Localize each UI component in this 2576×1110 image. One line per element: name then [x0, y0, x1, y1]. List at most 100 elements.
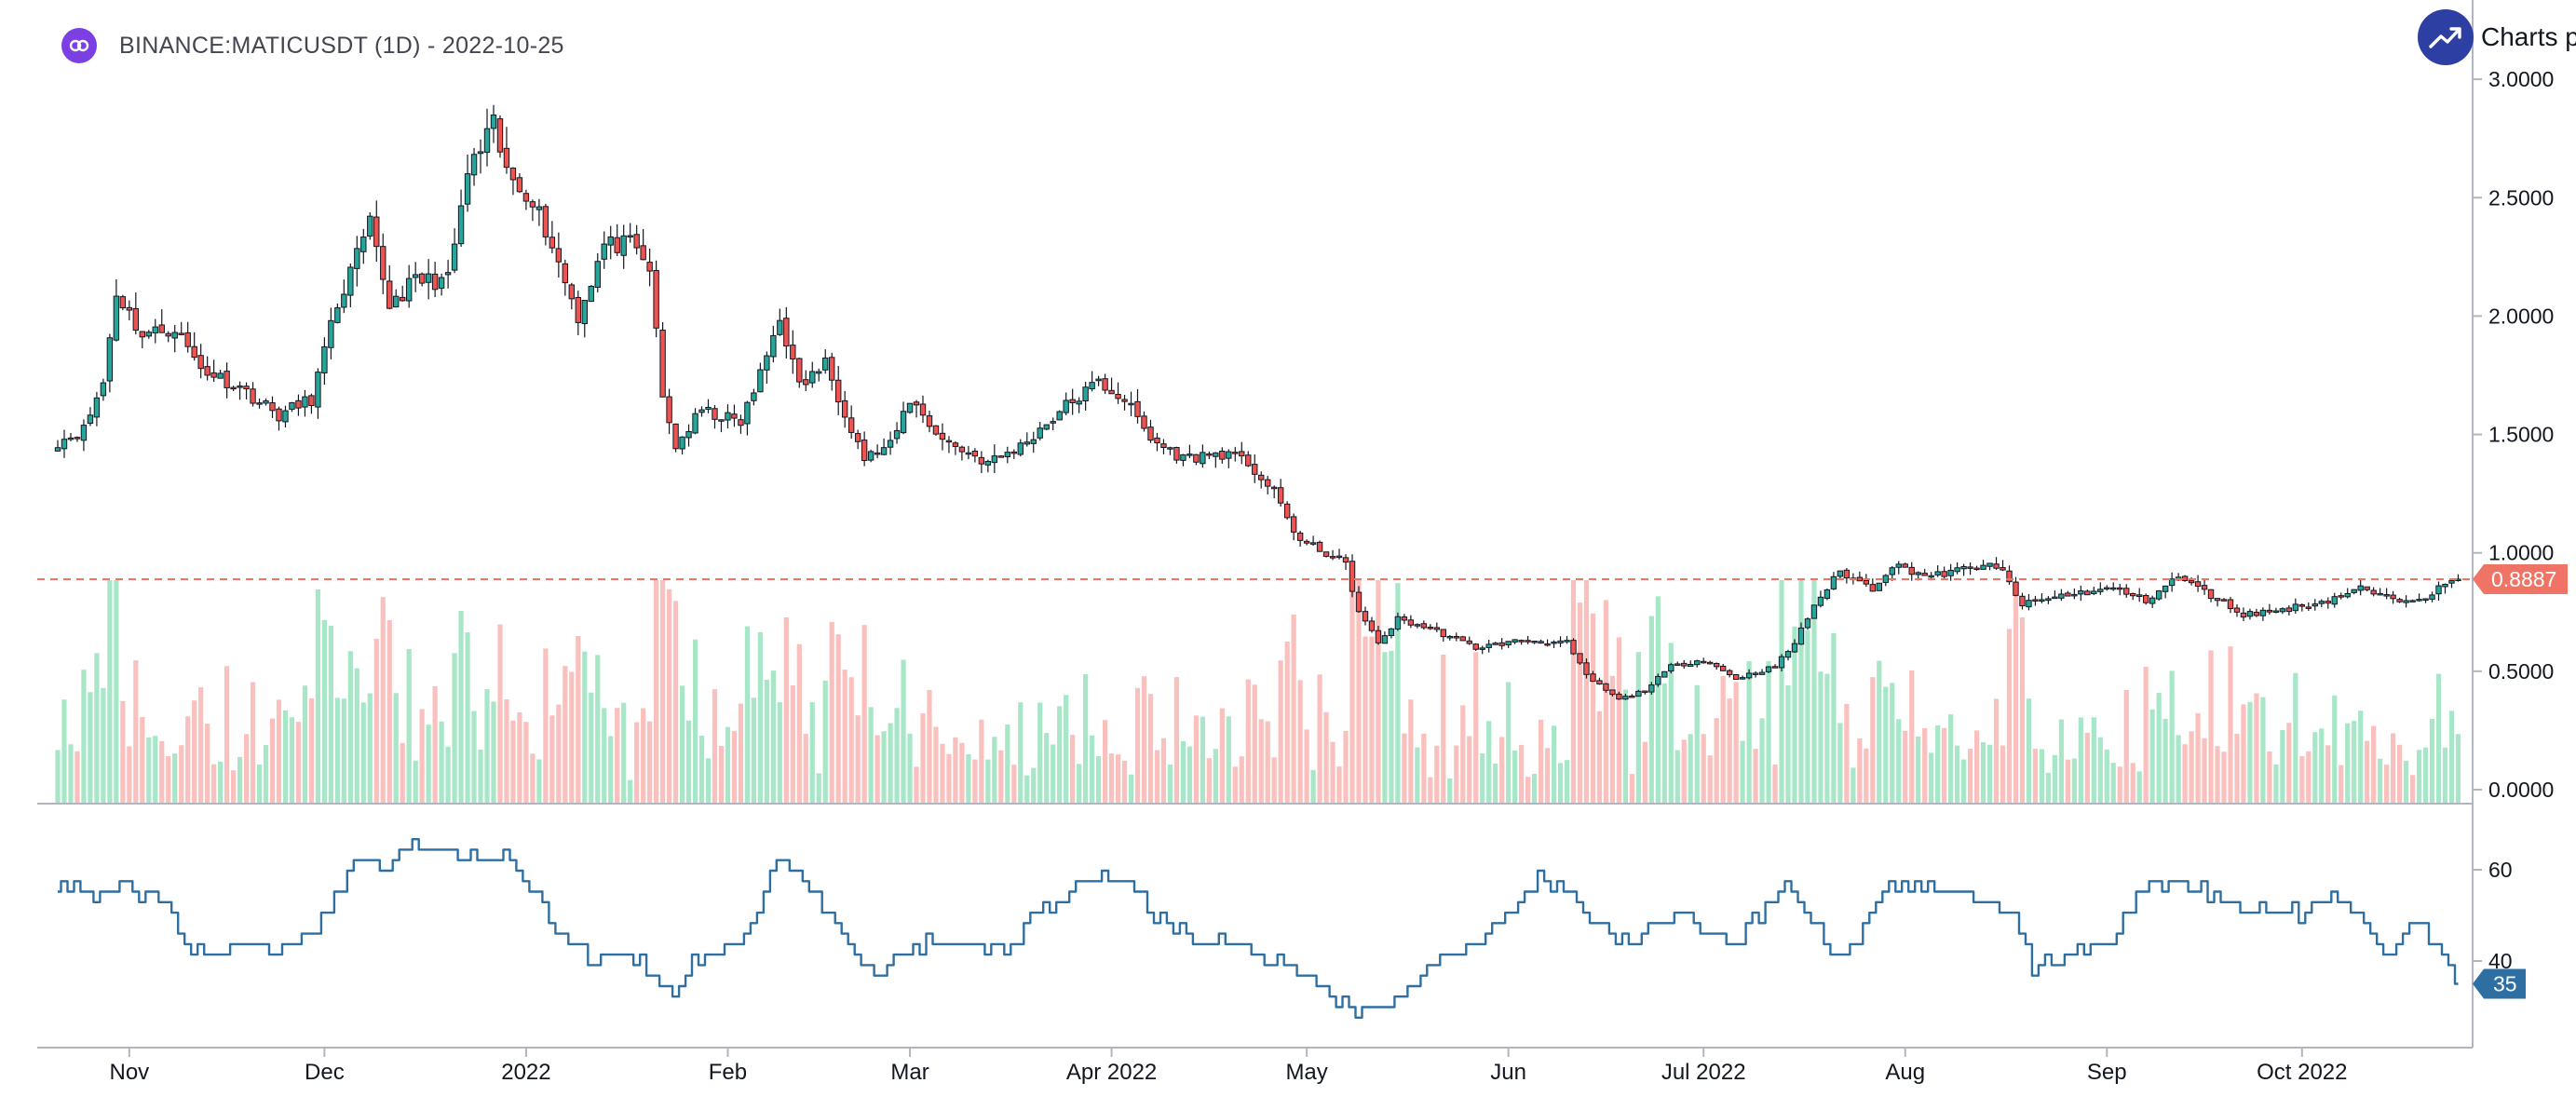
volume-bar	[1389, 650, 1394, 804]
volume-bar	[2254, 693, 2259, 804]
candle	[568, 282, 576, 310]
candle	[1115, 382, 1121, 404]
volume-bar	[2247, 701, 2253, 804]
candle	[522, 189, 530, 210]
volume-bar	[1160, 738, 1167, 804]
volume-bar	[517, 712, 522, 804]
volume-bar	[1870, 677, 1876, 804]
volume-bar	[2339, 765, 2344, 804]
volume-bar	[738, 703, 744, 804]
chart-header: BINANCE:MATICUSDT (1D) - 2022-10-25	[61, 28, 564, 63]
volume-bar	[1239, 756, 1244, 804]
volume-bar	[2312, 732, 2318, 804]
candle	[2162, 585, 2169, 599]
volume-bar	[1564, 760, 1570, 804]
candle	[2338, 592, 2344, 600]
candle	[1706, 660, 1714, 665]
volume-bar	[835, 634, 841, 804]
candle	[1525, 635, 1531, 644]
candle	[2253, 608, 2260, 617]
volume-bar	[2260, 697, 2266, 804]
time-axis[interactable]: Nov Dec 2022 Feb Mar Apr 2022 May Jun Jul 2022 Au…	[109, 1048, 2348, 1085]
volume-bar	[1506, 682, 1512, 804]
volume-bar	[256, 764, 263, 804]
volume-bar	[2176, 735, 2181, 804]
volume-bar	[563, 666, 568, 804]
candle	[2052, 590, 2058, 600]
candle	[2039, 593, 2045, 603]
candle	[302, 389, 308, 417]
volume-bar	[289, 717, 295, 804]
volume-bar	[1967, 748, 1973, 804]
candle	[119, 294, 127, 311]
volume-bar	[510, 720, 516, 804]
volume-bar	[1916, 736, 1921, 804]
candle	[1739, 675, 1746, 680]
volume-bar	[1278, 660, 1283, 804]
price-axis[interactable]: 3.0000 2.5000 2.0000 1.5000 1.0000 0.5000 0.00…	[2473, 67, 2554, 802]
polygon-matic-logo	[61, 28, 97, 63]
volume-bar	[1369, 636, 1375, 804]
candle	[1635, 689, 1642, 697]
candle	[705, 399, 712, 413]
candle	[1479, 645, 1485, 655]
volume-bar	[641, 708, 646, 804]
volume-bar	[881, 731, 887, 804]
volume-bar	[347, 651, 353, 804]
candle	[2285, 605, 2293, 616]
volume-bar	[1986, 744, 1993, 804]
candle	[1784, 649, 1792, 661]
brand-watermark[interactable]: Charts p	[2418, 9, 2576, 65]
candle	[1622, 693, 1629, 700]
candle	[751, 388, 757, 406]
volume-bar	[406, 648, 412, 804]
oscillator-value-label: 35	[2493, 972, 2517, 996]
candle	[958, 445, 966, 461]
trend-up-logo-icon	[2418, 9, 2474, 65]
volume-bar	[1077, 764, 1082, 804]
candle	[2429, 591, 2435, 602]
volume-bar	[1714, 718, 1719, 804]
candle	[2279, 607, 2286, 615]
time-tick-label: Oct 2022	[2257, 1060, 2347, 1085]
candle	[847, 405, 855, 440]
volume-bar	[1792, 626, 1797, 804]
volume-bar	[2234, 733, 2240, 804]
volume-bar	[2403, 761, 2409, 804]
candle	[1564, 636, 1570, 644]
volume-bar	[2416, 750, 2422, 804]
candle	[1719, 663, 1727, 671]
candle	[1394, 612, 1402, 631]
volume-bar	[55, 750, 61, 804]
oscillator-tick-label: 60	[2488, 858, 2513, 882]
volume-bar	[1096, 756, 1102, 804]
volume-bar	[1005, 724, 1010, 804]
candle	[341, 279, 347, 314]
volume-bar	[2397, 744, 2403, 804]
candle	[1050, 417, 1056, 431]
candle	[1701, 657, 1707, 664]
candle	[991, 444, 998, 474]
volume-bar	[478, 749, 483, 804]
candle	[328, 307, 334, 359]
volume-bar	[1408, 699, 1414, 804]
volume-bar	[2241, 704, 2246, 804]
volume-bar	[185, 716, 191, 804]
volume-bar	[868, 707, 874, 804]
volume-bar	[205, 724, 210, 804]
candle	[2155, 589, 2162, 601]
volume-bar	[2117, 766, 2122, 804]
candle	[2364, 586, 2370, 592]
candle	[1362, 606, 1369, 626]
candle	[549, 221, 556, 254]
candle	[210, 359, 217, 383]
volume-bar	[1252, 684, 1257, 804]
candle	[1642, 690, 1648, 695]
candle	[2272, 607, 2280, 614]
candle	[555, 232, 563, 278]
volume-bar	[1512, 751, 1518, 804]
candle	[1193, 453, 1200, 466]
candle	[464, 155, 471, 212]
